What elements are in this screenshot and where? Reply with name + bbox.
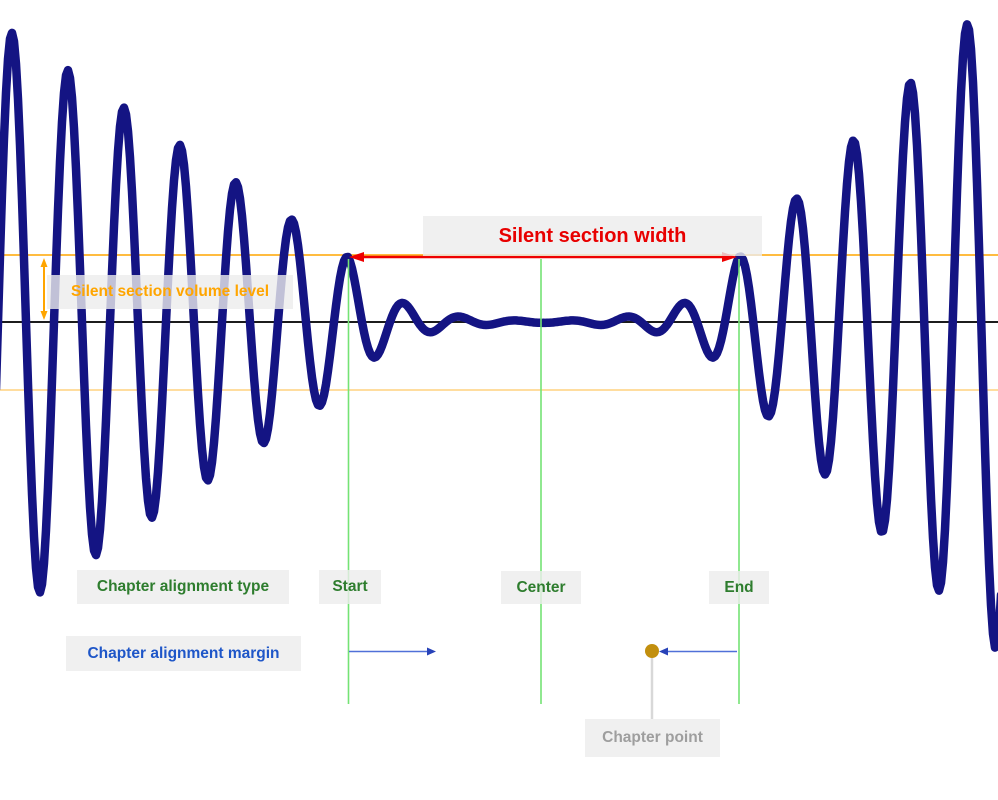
alignment-start-label: Start <box>319 570 381 604</box>
chapter-point-dot <box>645 644 659 658</box>
margin-arrowhead-start <box>427 647 436 656</box>
silent-width-arrowhead-left <box>349 252 364 262</box>
silent-section-volume-level-label: Silent section volume level <box>47 275 293 309</box>
alignment-end-label: End <box>709 571 769 604</box>
waveform-path <box>0 20 998 652</box>
silent-section-width-label: Silent section width <box>423 216 762 256</box>
volume-level-arrowhead-bottom <box>40 311 48 320</box>
chapter-alignment-type-label: Chapter alignment type <box>77 570 289 604</box>
volume-level-arrowhead-top <box>40 258 48 267</box>
alignment-center-label: Center <box>501 571 581 604</box>
chapter-point-label: Chapter point <box>585 719 720 757</box>
margin-arrowhead-end <box>659 647 668 656</box>
chapter-alignment-margin-label: Chapter alignment margin <box>66 636 301 671</box>
